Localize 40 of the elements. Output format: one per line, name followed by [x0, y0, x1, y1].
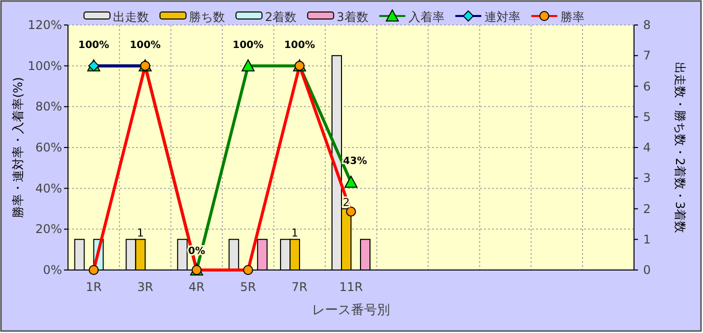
x-tick-label: 1R: [86, 280, 102, 294]
y-tick-label: 40%: [35, 181, 62, 196]
legend-label: 2着数: [265, 10, 297, 24]
data-label: 100%: [284, 40, 315, 51]
y2-tick-label: 2: [643, 202, 651, 216]
y2-tick-label: 5: [643, 110, 651, 124]
legend-label: 出走数: [113, 10, 149, 24]
y2-tick-label: 8: [643, 18, 651, 32]
x-tick-label: 3R: [137, 280, 154, 294]
legend-label: 勝ち数: [189, 10, 225, 24]
y-axis-title: 勝率・連対率・入着率(%): [11, 77, 25, 218]
legend-label: 3着数: [336, 10, 368, 24]
legend-label: 入着率: [408, 10, 444, 24]
y-tick-label: 60%: [35, 140, 62, 154]
y2-tick-label: 3: [643, 171, 651, 186]
data-label: 100%: [78, 40, 110, 51]
x-tick-label: 4R: [188, 280, 205, 294]
legend-label: 連対率: [484, 10, 520, 24]
y2-tick-label: 6: [643, 79, 651, 94]
x-axis-title: レース番号別: [312, 303, 390, 318]
x-tick-label: 11R: [339, 280, 363, 294]
y2-axis-title: 出走数・勝ち数・2着数・3着数: [673, 62, 687, 234]
x-tick-label: 7R: [292, 280, 308, 294]
y-tick-label: 80%: [35, 100, 62, 114]
legend-label: 勝率: [560, 10, 584, 24]
y-tick-label: 0%: [42, 263, 62, 277]
y-tick-label: 120%: [28, 18, 62, 32]
data-label: 43%: [343, 156, 367, 168]
y-tick-label: 100%: [28, 58, 62, 73]
data-label: 100%: [130, 40, 161, 51]
data-label: 1: [291, 226, 298, 240]
data-label: 1: [136, 226, 144, 240]
bar: [228, 238, 240, 270]
data-label: 100%: [232, 40, 264, 51]
y2-tick-label: 4: [643, 140, 651, 154]
y-tick-label: 20%: [35, 222, 62, 236]
y2-tick-label: 0: [643, 263, 651, 277]
x-tick-label: 5R: [240, 280, 256, 294]
y2-tick-label: 7: [643, 48, 651, 63]
y2-tick-label: 1: [643, 232, 651, 246]
